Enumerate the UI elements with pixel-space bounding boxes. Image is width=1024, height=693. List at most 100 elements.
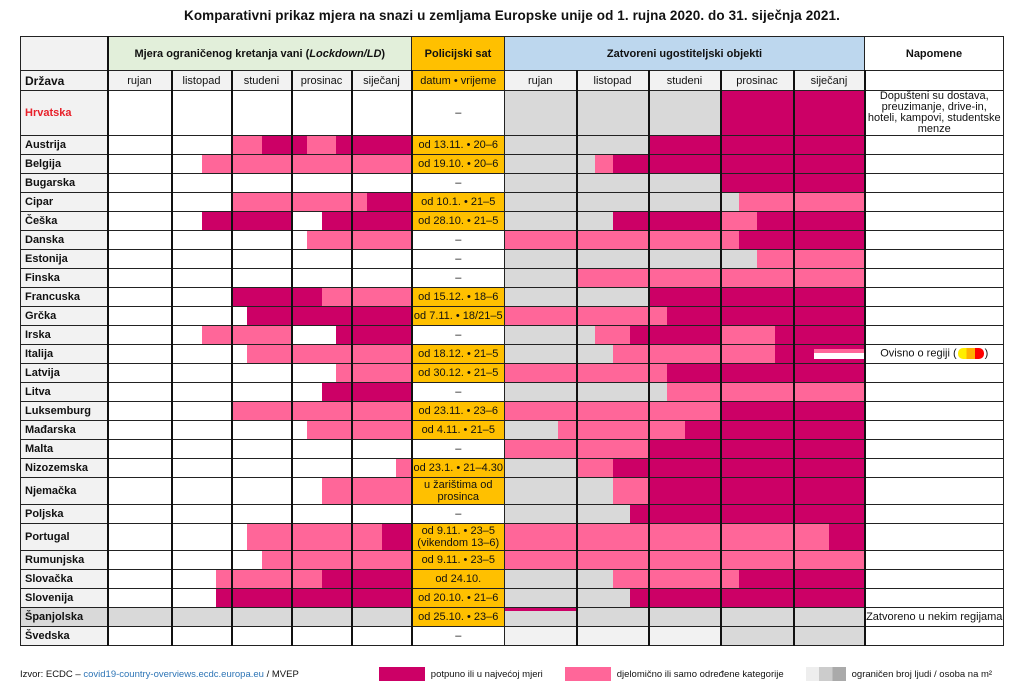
curfew-cell: – — [411, 325, 505, 345]
legend-swatch-full — [378, 667, 425, 681]
segment-g — [505, 421, 558, 439]
month-segments — [722, 364, 793, 382]
month-segments — [233, 551, 291, 569]
curfew-cell: od 23.1. • 21–4.30 — [411, 458, 505, 478]
lockdown-month-cell — [290, 550, 352, 570]
month-segments — [650, 91, 720, 135]
segment-w — [108, 212, 171, 230]
segment-w — [293, 269, 351, 287]
lockdown-month-cell — [170, 306, 232, 326]
month-segments — [578, 478, 648, 504]
restaurants-month-cell — [504, 607, 577, 627]
lockdown-month-cell — [170, 504, 232, 524]
lockdown-month-cell — [290, 230, 352, 250]
country-name: Latvija — [20, 363, 109, 383]
month-segments — [173, 478, 231, 504]
measures-table: Mjera ograničenog kretanja vani (Lockdow… — [20, 36, 1004, 646]
lockdown-month-cell — [107, 504, 172, 524]
segment-p — [353, 524, 382, 550]
note-cell — [864, 401, 1004, 421]
segment-f — [321, 570, 351, 588]
segment-g — [505, 345, 576, 363]
lockdown-month-cell — [230, 306, 292, 326]
table-row: Grčka od 7.11. • 18/21–5 — [20, 306, 1004, 326]
restaurants-month-cell — [575, 607, 649, 627]
segment-p — [233, 193, 291, 211]
restaurants-month-cell — [792, 523, 866, 551]
segment-p — [293, 155, 351, 173]
segment-w — [173, 212, 202, 230]
region-color-scale-icon — [957, 348, 984, 360]
month-segments — [353, 269, 410, 287]
segment-w — [173, 421, 231, 439]
month-segments — [650, 193, 720, 211]
segment-w — [108, 307, 171, 325]
lockdown-month-cell — [107, 523, 172, 551]
month-segments — [108, 212, 171, 230]
segment-p — [261, 551, 291, 569]
month-segments — [505, 155, 576, 173]
segment-p — [233, 402, 291, 420]
month-segments — [173, 589, 231, 607]
restaurants-month-cell — [575, 211, 649, 231]
lockdown-month-cell — [350, 154, 413, 174]
segment-w — [293, 627, 351, 645]
segment-p — [667, 383, 720, 401]
restaurants-month-cell — [792, 477, 866, 505]
month-segments — [293, 589, 351, 607]
lockdown-month-cell — [107, 363, 172, 383]
month-segments — [578, 383, 648, 401]
month-segments — [578, 288, 648, 306]
month-segments — [353, 551, 410, 569]
segment-f — [667, 364, 720, 382]
table-row: Španjolska od 25.10. • 23–6 Zatvoreno u ne… — [20, 607, 1004, 627]
segment-g — [578, 570, 613, 588]
note-cell — [864, 135, 1004, 155]
month-segments — [795, 91, 863, 135]
month-segments — [353, 250, 410, 268]
month-segments — [578, 402, 648, 420]
segment-w — [233, 174, 291, 192]
month-segments — [173, 570, 231, 588]
segment-g — [173, 608, 231, 626]
segment-p — [722, 345, 775, 363]
segment-w — [293, 231, 307, 249]
restaurants-month-cell — [647, 287, 721, 307]
restaurants-month-cell — [792, 569, 866, 589]
segment-p — [595, 155, 613, 173]
segment-lg — [578, 627, 648, 645]
month-segments — [650, 402, 720, 420]
month-segments — [505, 608, 576, 626]
segment-f — [321, 383, 351, 401]
segment-g — [578, 155, 595, 173]
restaurants-month-cell — [792, 458, 866, 478]
lockdown-month-cell — [230, 607, 292, 627]
segment-p — [201, 155, 231, 173]
restaurants-month-cell — [575, 173, 649, 193]
restaurants-month-cell — [719, 211, 794, 231]
restaurants-month-cell — [575, 523, 649, 551]
month-segments — [578, 174, 648, 192]
restaurants-month-cell — [647, 325, 721, 345]
segment-p — [293, 570, 322, 588]
month-segments — [353, 91, 410, 135]
source-link[interactable]: covid19-country-overviews.ecdc.europa.eu — [83, 668, 264, 680]
month-segments — [650, 421, 720, 439]
curfew-cell: od 18.12. • 21–5 — [411, 344, 505, 364]
segment-p — [650, 524, 720, 550]
segment-p — [505, 231, 576, 249]
note-cell — [864, 569, 1004, 589]
restaurants-month-cell — [719, 523, 794, 551]
restaurants-month-cell — [792, 344, 866, 364]
restaurants-month-cell — [719, 90, 794, 136]
month-segments — [233, 307, 291, 325]
lockdown-month-cell — [350, 458, 413, 478]
segment-w — [173, 402, 231, 420]
restaurants-month-cell — [792, 363, 866, 383]
month-segments — [108, 155, 171, 173]
segment-p — [650, 307, 667, 325]
restaurants-month-cell — [575, 325, 649, 345]
segment-g — [650, 91, 720, 135]
note-cell — [864, 230, 1004, 250]
restaurants-month-cell — [647, 154, 721, 174]
